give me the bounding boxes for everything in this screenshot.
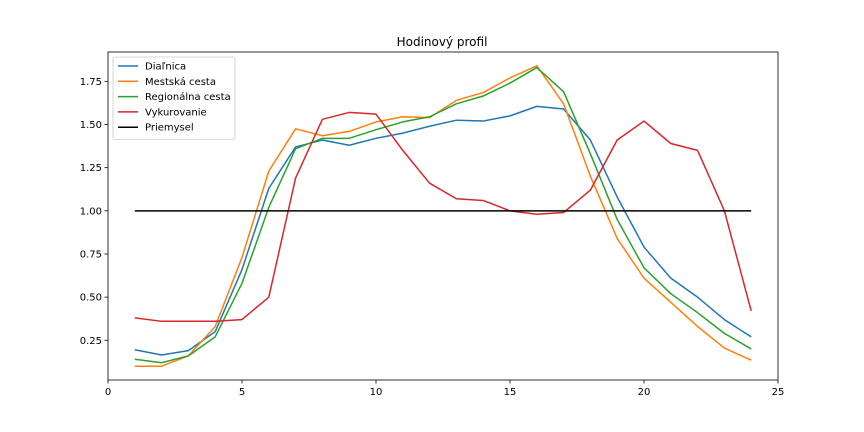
legend: Diaľnica Mestská cesta Regionálna cesta Vyk… [112, 56, 236, 140]
y-tick-label: 1.25 [80, 163, 102, 174]
x-tick-label: 0 [105, 387, 111, 398]
x-tick-label: 15 [504, 387, 517, 398]
legend-label: Priemysel [145, 123, 194, 134]
plot-area: 0 5 10 15 20 25 0.25 0.50 0.75 1.00 1.25 1.50 1.75 [80, 51, 785, 398]
series-line-1 [134, 65, 752, 367]
legend-label: Mestská cesta [145, 76, 216, 88]
x-tick-label: 5 [239, 387, 245, 398]
y-tick-label: 1.75 [80, 77, 102, 88]
legend-label: Regionálna cesta [145, 91, 231, 103]
legend-label: Diaľnica [145, 62, 186, 73]
y-tick-label: 0.50 [80, 293, 102, 304]
series-line-3 [134, 111, 752, 323]
axes-frame [107, 51, 779, 381]
x-tick-label: 10 [370, 387, 383, 398]
legend-box [112, 56, 236, 140]
y-tick-label: 0.75 [80, 249, 102, 260]
legend-label: Vykurovanie [145, 107, 207, 118]
y-tick-label: 0.25 [80, 336, 102, 347]
series-line-2 [134, 66, 752, 364]
y-tick-label: 1.00 [80, 206, 102, 217]
x-tick-label: 25 [772, 387, 785, 398]
series-line-0 [134, 105, 752, 356]
x-tick-label: 20 [638, 387, 651, 398]
chart-title: Hodinový profil [397, 35, 488, 49]
y-tick-label: 1.50 [80, 120, 102, 131]
